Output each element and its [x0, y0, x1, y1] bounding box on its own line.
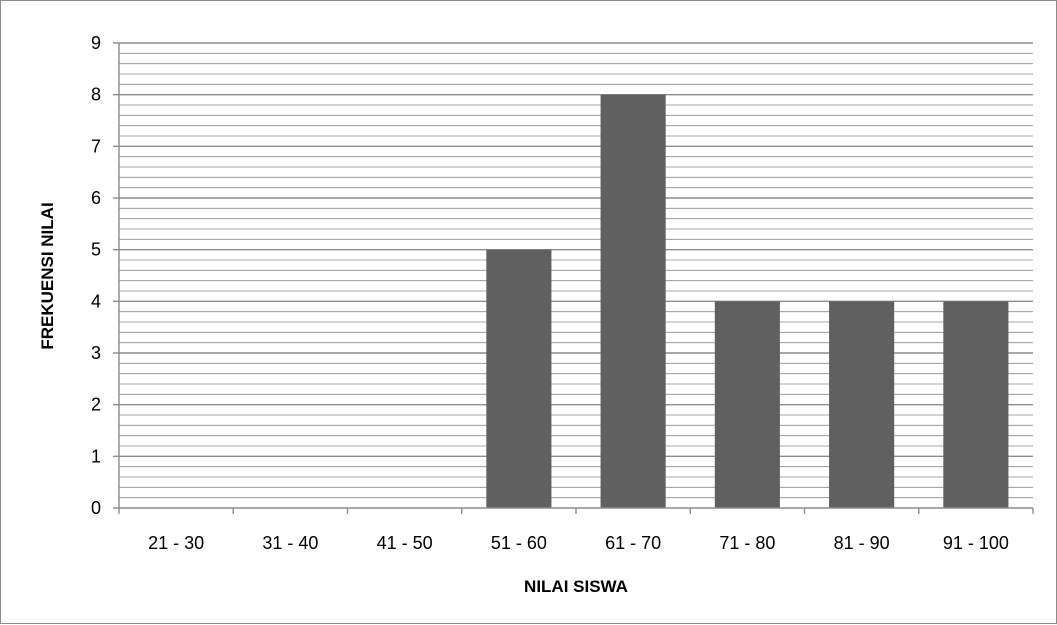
y-axis-title: FREKUENSI NILAI: [38, 202, 57, 349]
bar: [600, 94, 666, 509]
y-tick-label: 2: [91, 395, 101, 415]
y-tick-label: 6: [91, 188, 101, 208]
bar: [714, 301, 780, 508]
gridlines: [119, 42, 1033, 499]
x-tick-label: 81 - 90: [834, 533, 890, 553]
x-tick-label: 21 - 30: [148, 533, 204, 553]
bar: [943, 301, 1009, 508]
x-tick-label: 51 - 60: [491, 533, 547, 553]
y-tick-label: 7: [91, 136, 101, 156]
x-tick-label: 91 - 100: [943, 533, 1009, 553]
x-tick-label: 31 - 40: [262, 533, 318, 553]
x-tick-label: 71 - 80: [719, 533, 775, 553]
y-tick-label: 3: [91, 343, 101, 363]
y-tick-label: 1: [91, 446, 101, 466]
bars: [486, 94, 1009, 509]
axes: [113, 42, 1034, 514]
y-tick-label: 0: [91, 498, 101, 518]
bar: [829, 301, 895, 508]
y-tick-label: 5: [91, 240, 101, 260]
x-tick-labels: 21 - 30 31 - 40 41 - 50 51 - 60 61 - 70 71 - …: [148, 533, 1009, 553]
y-tick-label: 9: [91, 33, 101, 53]
y-tick-label: 4: [91, 291, 101, 311]
bar: [486, 249, 552, 508]
x-tick-label: 41 - 50: [377, 533, 433, 553]
y-tick-labels: 0 1 2 3 4 5 6 7 8 9: [91, 33, 101, 518]
x-axis-title: NILAI SISWA: [524, 577, 628, 596]
y-tick-label: 8: [91, 85, 101, 105]
x-tick-label: 61 - 70: [605, 533, 661, 553]
